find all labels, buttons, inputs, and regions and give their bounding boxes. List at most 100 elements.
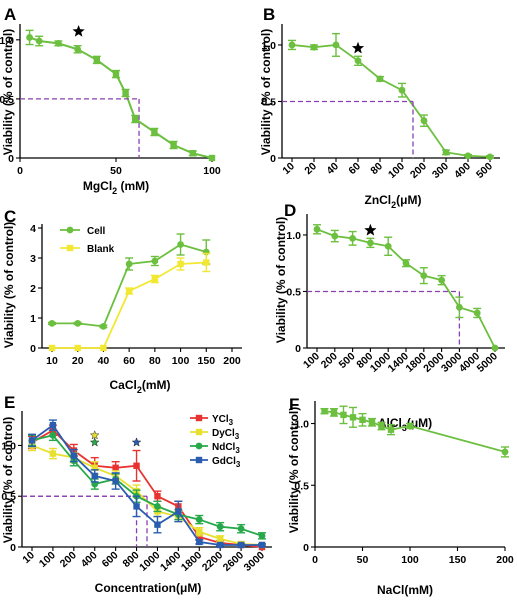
- data-point: [125, 260, 133, 268]
- data-point: [486, 153, 494, 161]
- data-point: [28, 437, 36, 444]
- legend-label: NdCl3: [212, 442, 240, 455]
- data-point: [55, 39, 62, 47]
- data-point: [203, 259, 210, 266]
- data-point: [91, 472, 98, 480]
- x-tick-label: 200: [408, 160, 429, 181]
- data-point: [378, 422, 385, 430]
- x-tick-label: 400: [79, 549, 100, 570]
- x-axis-label: NaCl(mM): [377, 583, 433, 597]
- legend-item: Blank: [60, 244, 115, 255]
- data-point: [237, 541, 245, 549]
- x-tick-label: 10: [46, 355, 58, 367]
- data-point: [398, 86, 406, 94]
- ic50-marker: [22, 495, 148, 547]
- series-line: [31, 423, 262, 546]
- xlabel-unit: (μM): [396, 193, 421, 207]
- legend-swatch-marker: [66, 244, 74, 252]
- panel-e: E Viability (% of control)0 0.5 1.0 10 100 200…: [1, 393, 272, 595]
- x-tick-label: 500: [474, 160, 495, 181]
- x-tick-label: 5000: [475, 350, 501, 375]
- legend-name: DyCl: [212, 428, 235, 439]
- x-tick-label: 1000: [137, 549, 163, 574]
- legend-swatch-marker: [195, 414, 203, 422]
- data-point: [406, 422, 414, 430]
- data-point: [35, 37, 43, 45]
- data-point: [501, 448, 509, 456]
- data-point: [93, 56, 100, 64]
- data-point: [376, 75, 384, 83]
- x-axis-label: MgCl2 (mM): [83, 179, 149, 196]
- x-tick-label: 40: [98, 355, 110, 367]
- data-point: [177, 241, 184, 248]
- data-point: [384, 242, 392, 250]
- data-point: [330, 409, 338, 416]
- significance-star: [89, 437, 100, 447]
- panel-letter: A: [4, 5, 16, 24]
- data-point: [367, 239, 374, 247]
- y-tick-label: 0: [270, 153, 276, 165]
- x-tick-label: 100: [401, 554, 419, 566]
- series-line: [316, 228, 496, 349]
- significance-star: [131, 437, 142, 447]
- y-tick-label: 4: [30, 223, 36, 235]
- y-tick-label: 1.0: [286, 230, 301, 242]
- legend-name: NdCl: [212, 442, 236, 453]
- y-tick-label: 1: [30, 313, 36, 325]
- data-point: [349, 414, 357, 421]
- legend-label: YCl3: [212, 414, 234, 427]
- data-point: [368, 419, 376, 426]
- legend-swatch-marker: [195, 442, 203, 450]
- data-point: [74, 45, 81, 53]
- data-point: [154, 502, 161, 510]
- legend-label: Cell: [87, 226, 106, 237]
- panel-b: B Viability (% of control)0 0.5 1.0 10 20 40 60…: [259, 5, 500, 210]
- y-axis-label: Viability (% of control): [2, 222, 16, 348]
- data-point: [354, 57, 362, 65]
- xlabel-unit: (mM): [142, 378, 171, 392]
- axes: 00.51.0100200500800100014001800200030004…: [286, 214, 505, 375]
- x-tick-label: 10: [20, 549, 37, 566]
- y-axis-label: Viability (% of control): [259, 29, 273, 155]
- data-point: [196, 528, 203, 535]
- x-tick-label: 300: [430, 160, 451, 181]
- data-point: [74, 320, 82, 327]
- data-point: [74, 344, 81, 352]
- legend-item: NdCl3: [190, 442, 240, 455]
- legend-subscript: 3: [229, 418, 234, 427]
- x-tick-label: 2200: [200, 549, 226, 574]
- series-line: [52, 243, 207, 328]
- data-point: [132, 115, 139, 123]
- legend-subscript: 3: [236, 460, 241, 469]
- data-point: [100, 323, 107, 330]
- axes: 0 0.5 1.0 0 50 100: [0, 24, 221, 177]
- ic50-marker: [282, 100, 414, 158]
- legend-name: YCl: [212, 414, 229, 425]
- y-axis-label: Viability (% of control): [1, 417, 15, 543]
- y-tick-label: 0.5: [261, 96, 276, 108]
- legend-item: Cell: [60, 226, 106, 237]
- xlabel-unit: (mM): [117, 179, 149, 193]
- data-point: [122, 89, 129, 97]
- data-point: [151, 128, 158, 136]
- data-point: [49, 431, 57, 439]
- y-tick-label: 0.5: [286, 286, 301, 298]
- x-tick-label: 80: [368, 160, 385, 177]
- series-line: [291, 44, 491, 158]
- data-point: [420, 117, 428, 125]
- data-point: [175, 508, 182, 515]
- x-tick-label: 2600: [221, 549, 247, 574]
- xlabel-subscript: 2: [112, 186, 117, 196]
- legend-label: Blank: [87, 244, 115, 255]
- legend-item: YCl3: [190, 414, 234, 427]
- y-tick-label: 3: [30, 253, 36, 265]
- x-tick-label: 80: [149, 355, 161, 367]
- x-tick-label: 20: [302, 160, 319, 177]
- x-tick-label: 20: [72, 355, 84, 367]
- x-tick-label: 40: [324, 160, 341, 177]
- y-tick-label: 0: [295, 343, 301, 355]
- data-point: [258, 541, 266, 549]
